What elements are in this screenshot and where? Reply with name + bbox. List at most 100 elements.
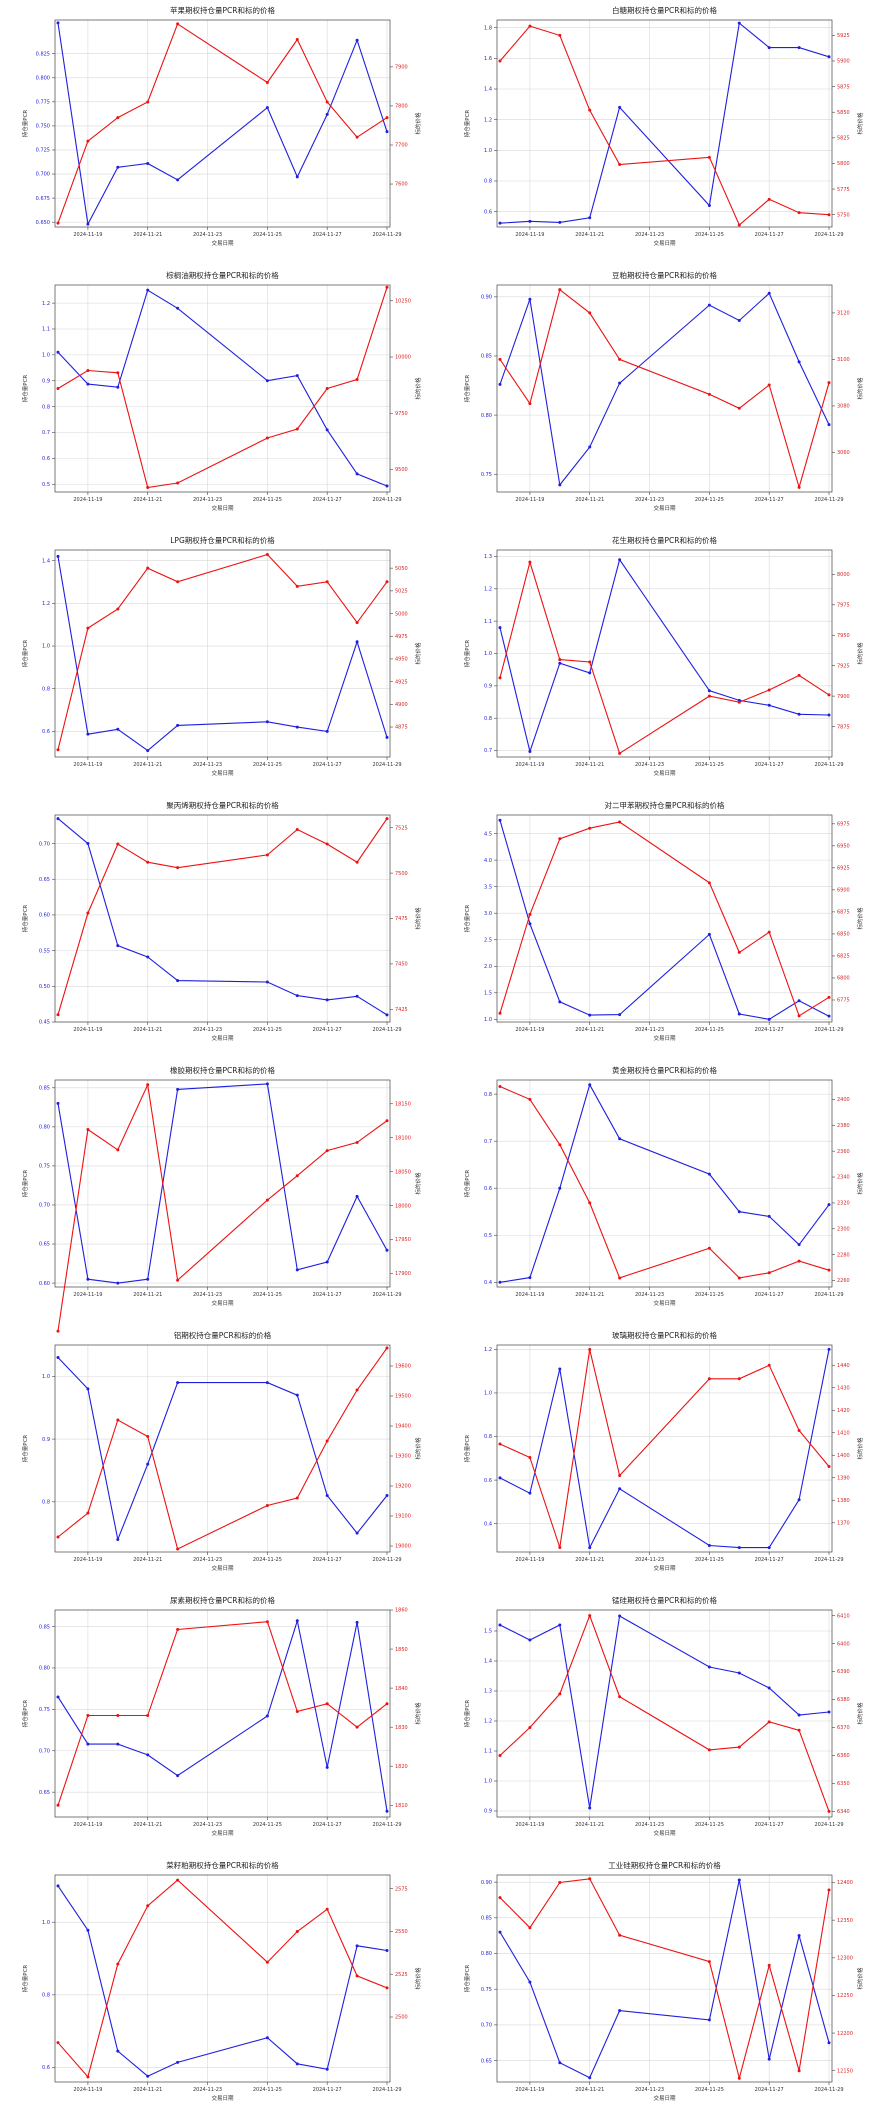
tick-label-right: 9500	[395, 467, 408, 473]
chart-title: 豆粕期权持仓量PCR和标的价格	[612, 270, 717, 280]
tick-label-right: 10000	[395, 355, 411, 361]
price-series-point	[767, 930, 771, 934]
tick-label-right: 7975	[837, 602, 850, 608]
tick-label-x: 2024-11-23	[193, 1292, 222, 1298]
tick-label-right: 2550	[395, 1929, 408, 1935]
price-series-point	[265, 1960, 269, 1964]
price-series-line	[499, 288, 830, 490]
chart-panel: 聚丙烯期权持仓量PCR和标的价格 0.45 0.50 0.55 0.60 0.65 0.70…	[0, 795, 442, 1060]
tick-label-x: 2024-11-23	[193, 762, 222, 768]
pcr-series-point	[827, 713, 831, 717]
tick-label-left: 0.85	[481, 1916, 492, 1922]
tick-label-left: 0.85	[39, 1624, 50, 1630]
pcr-series-point	[797, 712, 801, 716]
pcr-series-point	[707, 689, 711, 693]
tick-label-left: 1.0	[42, 1374, 50, 1380]
pcr-series-point	[385, 735, 389, 739]
price-series-point	[325, 387, 329, 390]
x-axis-label: 交易日期	[211, 1034, 234, 1042]
price-series-point	[528, 24, 532, 28]
price-series-point	[588, 311, 592, 315]
tick-label-right: 2360	[837, 1149, 850, 1155]
tick-label-x: 2024-11-27	[313, 232, 342, 238]
tick-label-x: 2024-11-27	[755, 497, 784, 503]
pcr-series-point	[797, 1934, 801, 1938]
chart-panel: LPG期权持仓量PCR和标的价格 0.6 0.8 1.0 1.2 1.4 2024-11-1…	[0, 530, 442, 795]
price-series-line	[57, 1879, 388, 2079]
tick-label-right: 5050	[395, 566, 408, 572]
x-axis-label: 交易日期	[653, 1299, 676, 1307]
pcr-series-point	[56, 817, 60, 821]
tick-label-right: 6350	[837, 1781, 850, 1787]
pcr-series-point	[827, 2041, 831, 2045]
y-axis-label-right: 标的价格	[414, 907, 422, 930]
tick-label-x: 2024-11-29	[814, 232, 843, 238]
pcr-series-point	[498, 221, 502, 225]
pcr-series-point	[176, 1381, 180, 1385]
pcr-series-point	[558, 1000, 562, 1004]
tick-label-right: 1410	[837, 1430, 850, 1436]
tick-label-left: 0.8	[484, 1092, 492, 1098]
price-series-point	[116, 607, 120, 611]
pcr-series-line	[499, 820, 830, 1020]
pcr-series-point	[588, 216, 592, 220]
tick-label-x: 2024-11-25	[253, 1292, 282, 1298]
pcr-series-point	[146, 288, 150, 292]
tick-label-right: 1830	[395, 1725, 408, 1731]
price-series-point	[737, 1745, 741, 1749]
tick-label-x: 2024-11-29	[814, 1557, 843, 1563]
tick-label-left: 0.6	[484, 1478, 492, 1484]
price-series-point	[355, 378, 359, 381]
tick-label-left: 1.0	[42, 644, 50, 650]
tick-label-x: 2024-11-29	[814, 1027, 843, 1033]
price-series-point	[498, 1084, 502, 1088]
tick-label-left: 0.5	[484, 1233, 492, 1239]
tick-label-right: 7700	[395, 143, 408, 149]
price-series-point	[498, 676, 502, 680]
pcr-series-point	[176, 1774, 180, 1778]
price-series-point	[737, 1377, 741, 1381]
tick-label-left: 1.4	[42, 558, 50, 564]
y-axis-label-right: 标的价格	[856, 112, 864, 135]
pcr-series-point	[86, 222, 90, 226]
price-series-point	[56, 1013, 60, 1017]
plot-frame	[496, 1344, 833, 1553]
tick-label-right: 8000	[837, 572, 850, 578]
pcr-series-point	[558, 220, 562, 224]
tick-label-left: 0.80	[481, 1951, 492, 1957]
tick-label-right: 5825	[837, 136, 850, 142]
pcr-series-point	[265, 1714, 269, 1718]
price-series-point	[86, 911, 90, 915]
price-series-point	[618, 1695, 622, 1699]
pcr-series-point	[86, 1742, 90, 1746]
price-series-point	[528, 913, 532, 917]
price-series-point	[528, 1926, 532, 1930]
tick-label-x: 2024-11-29	[814, 1822, 843, 1828]
pcr-series-point	[737, 1012, 741, 1016]
chart-svg: 花生期权持仓量PCR和标的价格 0.7 0.8 0.9 1.0 1.1 1.2 1.3 2024…	[463, 535, 864, 777]
price-series-point	[295, 1710, 299, 1714]
y-axis-label-right: 标的价格	[856, 642, 864, 665]
price-series-point	[265, 436, 269, 440]
price-series-point	[498, 1011, 502, 1015]
pcr-series-point	[265, 2036, 269, 2040]
price-series-point	[737, 2076, 741, 2080]
tick-label-left: 4.5	[484, 831, 492, 837]
chart-panel: 尿素期权持仓量PCR和标的价格 0.65 0.70 0.75 0.80 0.85 2024-…	[0, 1590, 442, 1855]
tick-label-x: 2024-11-25	[695, 497, 724, 503]
price-series-point	[827, 1465, 831, 1468]
pcr-series-point	[56, 21, 60, 25]
price-series-point	[146, 860, 150, 864]
tick-label-left: 0.9	[484, 1809, 492, 1815]
chart-panel: 橡胶期权持仓量PCR和标的价格 0.60 0.65 0.70 0.75 0.80 0.85 2…	[0, 1060, 442, 1333]
tick-label-right: 12200	[837, 2031, 853, 2037]
x-axis-label: 交易日期	[653, 1564, 676, 1572]
pcr-series-point	[325, 1260, 329, 1264]
price-series-point	[618, 820, 622, 824]
tick-label-x: 2024-11-19	[73, 762, 102, 768]
pcr-series-point	[355, 1944, 359, 1948]
pcr-series-point	[528, 1276, 532, 1280]
price-series-line	[57, 818, 388, 1015]
tick-label-left: 0.775	[36, 100, 50, 106]
tick-label-x: 2024-11-19	[73, 1822, 102, 1828]
